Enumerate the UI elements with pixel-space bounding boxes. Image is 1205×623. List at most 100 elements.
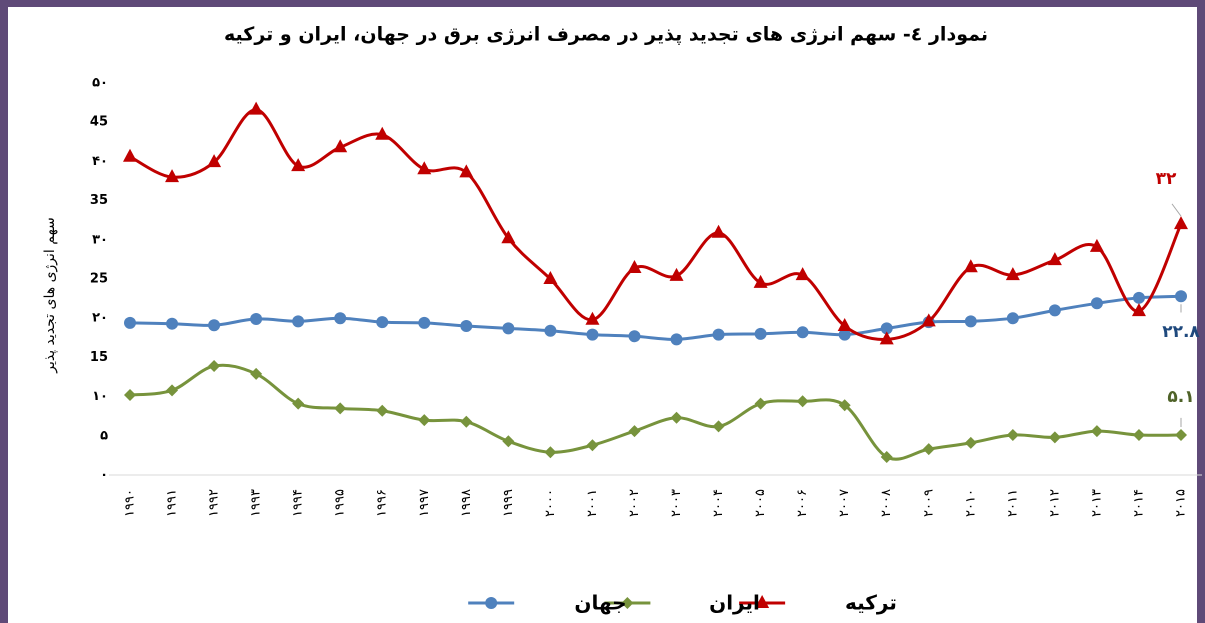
marker	[1048, 431, 1061, 444]
marker	[1132, 291, 1145, 304]
marker	[754, 397, 767, 410]
y-tick-label: ۱۰	[92, 389, 108, 404]
marker	[712, 328, 725, 341]
y-tick-label: ۲۰	[92, 311, 108, 326]
marker	[1174, 216, 1188, 230]
data-label: ۲۲.۸	[1162, 322, 1200, 342]
y-tick-label: ۳۰	[92, 232, 108, 247]
x-tick-label: ۱۹۹۴	[291, 489, 306, 517]
marker	[207, 154, 222, 168]
marker	[586, 439, 599, 452]
x-tick-label: ۲۰۰۵	[753, 489, 768, 517]
marker	[250, 367, 263, 380]
marker	[796, 326, 809, 339]
marker	[628, 425, 641, 438]
chart-title: نمودار ٤- سهم انرژی های تجدید پذیر در مص…	[224, 24, 988, 46]
marker	[544, 324, 557, 337]
x-tick-label: ۲۰۱۱	[1005, 489, 1020, 517]
marker	[124, 316, 136, 329]
marker	[501, 230, 516, 244]
marker	[165, 169, 180, 183]
marker	[670, 333, 683, 346]
x-tick-label: ۲۰۱۳	[1089, 489, 1104, 517]
marker	[123, 148, 137, 162]
marker	[166, 317, 179, 330]
marker	[460, 320, 473, 333]
data-label: ۳۲	[1156, 169, 1177, 189]
legend-label: ترکیه	[845, 591, 897, 615]
marker	[585, 311, 600, 325]
marker	[124, 389, 136, 402]
marker	[755, 595, 770, 608]
x-tick-label: ۲۰۰۸	[879, 489, 894, 517]
marker	[712, 420, 725, 433]
x-tick-label: ۲۰۱۲	[1047, 489, 1062, 517]
marker	[1006, 312, 1019, 325]
x-tick-label: ۱۹۹۰	[123, 489, 138, 517]
x-tick-label: ۲۰۱۵	[1174, 489, 1189, 517]
marker	[1089, 238, 1104, 252]
marker	[459, 164, 474, 178]
marker	[964, 315, 977, 328]
marker	[838, 399, 851, 412]
x-tick-label: ۱۹۹۳	[249, 489, 264, 517]
x-tick-label: ۲۰۰۹	[921, 489, 936, 517]
label-leader	[1171, 203, 1182, 217]
marker	[795, 267, 810, 281]
marker	[1005, 267, 1020, 281]
marker	[753, 274, 768, 288]
x-tick-label: ۲۰۰۷	[837, 489, 852, 517]
x-tick-label: ۱۹۹۹	[501, 489, 516, 517]
marker	[1131, 303, 1146, 317]
marker	[711, 224, 726, 238]
x-tick-label: ۲۰۱۴	[1131, 489, 1146, 517]
marker	[879, 331, 894, 345]
x-tick-label: ۱۹۹۲	[207, 489, 222, 517]
marker	[963, 259, 978, 273]
marker	[334, 402, 347, 415]
y-axis-label: سهم انرژی های تجدید پذیر	[42, 217, 58, 374]
marker	[375, 126, 390, 140]
legend-label: ایران	[709, 591, 760, 615]
marker	[166, 384, 179, 397]
marker	[502, 435, 515, 448]
marker	[208, 360, 221, 373]
marker	[334, 312, 347, 325]
marker	[838, 328, 851, 341]
marker	[376, 316, 389, 329]
marker	[460, 415, 473, 428]
x-tick-label: ۱۹۹۸	[459, 489, 474, 517]
marker	[754, 327, 767, 340]
marker	[1090, 425, 1103, 438]
marker	[485, 597, 498, 609]
y-tick-label: ۵	[100, 428, 108, 443]
marker	[1047, 252, 1062, 266]
x-tick-label: ۱۹۹۵	[333, 489, 348, 517]
y-tick-label: 35	[90, 193, 108, 208]
data-label: ۵.۱	[1167, 387, 1194, 407]
marker	[1090, 297, 1103, 310]
marker	[417, 161, 432, 175]
x-tick-label: ۲۰۰۱	[585, 489, 600, 517]
marker	[796, 395, 809, 408]
x-tick-label: ۲۰۰۲	[627, 489, 642, 517]
y-tick-label: 45	[90, 115, 108, 130]
marker	[670, 411, 683, 424]
marker	[249, 101, 264, 115]
marker	[250, 312, 263, 325]
x-tick-label: ۲۰۱۰	[963, 489, 978, 517]
legend-item: جهان	[468, 591, 627, 615]
x-tick-label: ۲۰۰۶	[795, 489, 810, 517]
marker	[292, 397, 305, 410]
legend-label: جهان	[574, 591, 626, 615]
marker	[922, 443, 935, 456]
marker	[880, 450, 893, 463]
marker	[208, 319, 221, 332]
x-tick-label: ۲۰۰۳	[669, 489, 684, 517]
marker	[669, 267, 684, 281]
x-tick-label: ۱۹۹۶	[375, 489, 390, 517]
marker	[921, 313, 936, 327]
marker	[1048, 304, 1061, 317]
marker	[292, 315, 305, 328]
